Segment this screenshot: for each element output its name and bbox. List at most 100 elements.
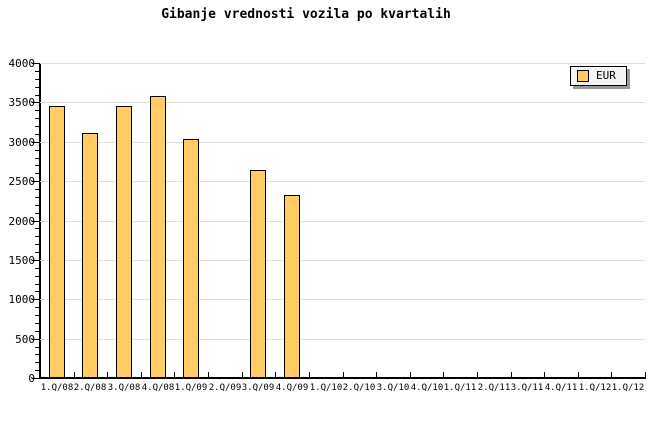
y-major-tick — [32, 181, 39, 182]
y-minor-tick — [35, 95, 39, 96]
x-axis-label-3.Q/09: 3.Q/09 — [241, 383, 275, 393]
y-minor-tick — [35, 110, 39, 111]
x-axis-label-3.Q/11: 3.Q/11 — [510, 383, 544, 393]
y-axis-label-3000: 3000 — [8, 136, 36, 149]
y-axis-label-2000: 2000 — [8, 215, 36, 228]
x-axis-label-1.Q/11: 1.Q/11 — [443, 383, 477, 393]
x-tick — [141, 372, 142, 378]
y-minor-tick — [35, 276, 39, 277]
y-axis-label-1000: 1000 — [8, 293, 36, 306]
y-major-tick — [32, 260, 39, 261]
x-axis-label-3.Q/10: 3.Q/10 — [376, 383, 410, 393]
gridline-2000 — [40, 221, 645, 222]
x-tick — [343, 372, 344, 378]
x-axis-label-2.Q/10: 2.Q/10 — [342, 383, 376, 393]
y-minor-tick — [35, 362, 39, 363]
y-axis-label-4000: 4000 — [8, 57, 36, 70]
x-axis-label-3.Q/08: 3.Q/08 — [107, 383, 141, 393]
x-tick — [174, 372, 175, 378]
y-minor-tick — [35, 236, 39, 237]
gridline-3500 — [40, 102, 645, 103]
x-axis-label-4.Q/11: 4.Q/11 — [544, 383, 578, 393]
y-axis-label-3500: 3500 — [8, 96, 36, 109]
gridline-500 — [40, 339, 645, 340]
y-minor-tick — [35, 165, 39, 166]
y-minor-tick — [35, 291, 39, 292]
y-minor-tick — [35, 315, 39, 316]
y-minor-tick — [35, 307, 39, 308]
y-minor-tick — [35, 189, 39, 190]
y-minor-tick — [35, 252, 39, 253]
x-tick — [275, 372, 276, 378]
bar-4.Q/09 — [284, 195, 300, 378]
y-minor-tick — [35, 197, 39, 198]
y-minor-tick — [35, 134, 39, 135]
x-tick — [208, 372, 209, 378]
gridline-1000 — [40, 299, 645, 300]
y-minor-tick — [35, 87, 39, 88]
y-minor-tick — [35, 71, 39, 72]
y-minor-tick — [35, 79, 39, 80]
y-minor-tick — [35, 126, 39, 127]
bar-1.Q/09 — [183, 139, 199, 378]
y-major-tick — [32, 339, 39, 340]
plot-area: 0 500 1000 1500 2000 2500 3000 3500 4000 1.Q/08 2.… — [9, 58, 646, 393]
y-minor-tick — [35, 331, 39, 332]
x-axis-label-1.Q/12: 1.Q/12 — [611, 383, 645, 393]
x-tick — [376, 372, 377, 378]
y-major-tick — [32, 378, 39, 379]
x-axis-label-1.Q/09: 1.Q/09 — [174, 383, 208, 393]
y-minor-tick — [35, 347, 39, 348]
y-minor-tick — [35, 323, 39, 324]
legend-swatch-eur — [577, 70, 589, 82]
x-tick — [578, 372, 579, 378]
bar-2.Q/08 — [82, 133, 98, 378]
gridline-2500 — [40, 181, 645, 182]
gridline-4000 — [40, 63, 645, 64]
x-tick — [544, 372, 545, 378]
chart-title: Gibanje vrednosti vozila po kvartalih — [161, 7, 451, 22]
legend-label: EUR — [596, 69, 616, 82]
x-tick — [410, 372, 411, 378]
x-axis-line — [39, 377, 646, 379]
y-minor-tick — [35, 354, 39, 355]
y-minor-tick — [35, 284, 39, 285]
bar-3.Q/09 — [250, 170, 266, 378]
bar-1.Q/08 — [49, 106, 65, 378]
y-major-tick — [32, 142, 39, 143]
y-minor-tick — [35, 370, 39, 371]
y-minor-tick — [35, 150, 39, 151]
gridline-3000 — [40, 142, 645, 143]
legend: EUR — [570, 66, 627, 86]
x-axis-label-4.Q/09: 4.Q/09 — [275, 383, 309, 393]
y-major-tick — [32, 221, 39, 222]
y-major-tick — [32, 299, 39, 300]
y-major-tick — [32, 102, 39, 103]
y-minor-tick — [35, 173, 39, 174]
x-axis-label-1.Q/08: 1.Q/08 — [40, 383, 74, 393]
y-minor-tick — [35, 118, 39, 119]
bar-3.Q/08 — [116, 106, 132, 378]
x-tick — [309, 372, 310, 378]
x-axis-label-2.Q/08: 2.Q/08 — [73, 383, 107, 393]
y-axis-label-500: 500 — [15, 333, 35, 346]
x-tick — [477, 372, 478, 378]
y-axis-label-1500: 1500 — [8, 254, 36, 267]
x-tick — [511, 372, 512, 378]
x-axis-label-1.Q/12: 1.Q/12 — [578, 383, 612, 393]
x-axis-label-2.Q/11: 2.Q/11 — [477, 383, 511, 393]
x-axis-label-2.Q/09: 2.Q/09 — [208, 383, 242, 393]
x-tick — [40, 372, 41, 378]
x-axis-label-1.Q/10: 1.Q/10 — [309, 383, 343, 393]
x-tick — [645, 372, 646, 378]
y-minor-tick — [35, 244, 39, 245]
y-minor-tick — [35, 268, 39, 269]
y-major-tick — [32, 63, 39, 64]
y-minor-tick — [35, 158, 39, 159]
y-minor-tick — [35, 228, 39, 229]
x-tick — [443, 372, 444, 378]
x-tick — [74, 372, 75, 378]
y-axis-line — [39, 63, 41, 378]
x-axis-label-4.Q/10: 4.Q/10 — [410, 383, 444, 393]
